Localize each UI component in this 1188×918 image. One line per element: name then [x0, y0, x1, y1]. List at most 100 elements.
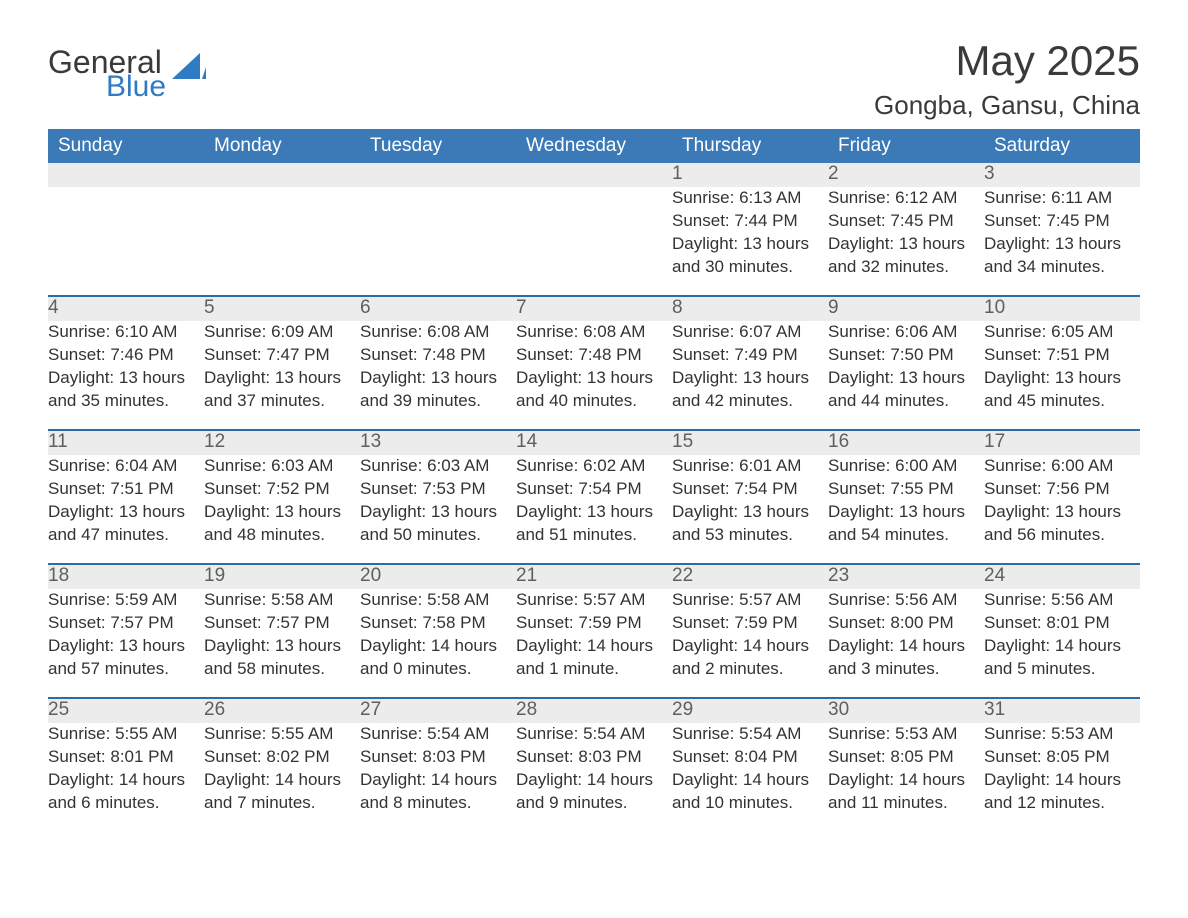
- sunrise-line: Sunrise: 5:56 AM: [984, 589, 1140, 612]
- sunset-line: Sunset: 8:00 PM: [828, 612, 984, 635]
- daylight-line: Daylight: 14 hours and 2 minutes.: [672, 635, 828, 681]
- daylight-line: Daylight: 14 hours and 5 minutes.: [984, 635, 1140, 681]
- day-content-cell: Sunrise: 6:08 AMSunset: 7:48 PMDaylight:…: [360, 321, 516, 430]
- day-content-cell: Sunrise: 6:03 AMSunset: 7:53 PMDaylight:…: [360, 455, 516, 564]
- day-number-cell: 19: [204, 564, 360, 589]
- sunset-line: Sunset: 7:54 PM: [672, 478, 828, 501]
- sunrise-line: Sunrise: 6:11 AM: [984, 187, 1140, 210]
- day-content-cell: Sunrise: 5:54 AMSunset: 8:04 PMDaylight:…: [672, 723, 828, 821]
- day-content-cell: Sunrise: 5:59 AMSunset: 7:57 PMDaylight:…: [48, 589, 204, 698]
- day-number-cell: 2: [828, 163, 984, 187]
- sunset-line: Sunset: 8:05 PM: [984, 746, 1140, 769]
- day-number-cell: 14: [516, 430, 672, 455]
- sunset-line: Sunset: 8:01 PM: [984, 612, 1140, 635]
- daylight-line: Daylight: 13 hours and 30 minutes.: [672, 233, 828, 279]
- sunset-line: Sunset: 7:51 PM: [984, 344, 1140, 367]
- day-content-cell: Sunrise: 6:09 AMSunset: 7:47 PMDaylight:…: [204, 321, 360, 430]
- sunset-line: Sunset: 7:49 PM: [672, 344, 828, 367]
- sunset-line: Sunset: 7:48 PM: [516, 344, 672, 367]
- day-number-cell: 7: [516, 296, 672, 321]
- sunrise-line: Sunrise: 6:08 AM: [516, 321, 672, 344]
- day-content-cell: Sunrise: 6:03 AMSunset: 7:52 PMDaylight:…: [204, 455, 360, 564]
- daylight-line: Daylight: 13 hours and 40 minutes.: [516, 367, 672, 413]
- day-content-cell: Sunrise: 5:55 AMSunset: 8:02 PMDaylight:…: [204, 723, 360, 821]
- sunset-line: Sunset: 7:56 PM: [984, 478, 1140, 501]
- sunset-line: Sunset: 7:55 PM: [828, 478, 984, 501]
- brand-word-2: Blue: [106, 72, 166, 102]
- sunrise-line: Sunrise: 5:55 AM: [204, 723, 360, 746]
- day-content-cell: [360, 187, 516, 296]
- sunset-line: Sunset: 7:50 PM: [828, 344, 984, 367]
- day-number-cell: 11: [48, 430, 204, 455]
- day-content-row: Sunrise: 5:55 AMSunset: 8:01 PMDaylight:…: [48, 723, 1140, 821]
- day-number-cell: 10: [984, 296, 1140, 321]
- day-content-row: Sunrise: 6:04 AMSunset: 7:51 PMDaylight:…: [48, 455, 1140, 564]
- day-content-cell: Sunrise: 6:08 AMSunset: 7:48 PMDaylight:…: [516, 321, 672, 430]
- daylight-line: Daylight: 14 hours and 11 minutes.: [828, 769, 984, 815]
- daylight-line: Daylight: 13 hours and 42 minutes.: [672, 367, 828, 413]
- day-number-cell: 28: [516, 698, 672, 723]
- sunset-line: Sunset: 7:57 PM: [204, 612, 360, 635]
- sunrise-line: Sunrise: 6:02 AM: [516, 455, 672, 478]
- daylight-line: Daylight: 13 hours and 47 minutes.: [48, 501, 204, 547]
- sunrise-line: Sunrise: 5:57 AM: [516, 589, 672, 612]
- daylight-line: Daylight: 13 hours and 48 minutes.: [204, 501, 360, 547]
- daylight-line: Daylight: 14 hours and 3 minutes.: [828, 635, 984, 681]
- day-number-row: 25262728293031: [48, 698, 1140, 723]
- day-content-cell: Sunrise: 5:54 AMSunset: 8:03 PMDaylight:…: [516, 723, 672, 821]
- daylight-line: Daylight: 13 hours and 44 minutes.: [828, 367, 984, 413]
- sunrise-line: Sunrise: 6:08 AM: [360, 321, 516, 344]
- day-number-cell: 17: [984, 430, 1140, 455]
- daylight-line: Daylight: 13 hours and 32 minutes.: [828, 233, 984, 279]
- day-number-cell: 12: [204, 430, 360, 455]
- day-content-cell: Sunrise: 5:54 AMSunset: 8:03 PMDaylight:…: [360, 723, 516, 821]
- sunrise-line: Sunrise: 6:13 AM: [672, 187, 828, 210]
- daylight-line: Daylight: 14 hours and 1 minute.: [516, 635, 672, 681]
- day-number-cell: 3: [984, 163, 1140, 187]
- sunrise-line: Sunrise: 5:53 AM: [828, 723, 984, 746]
- day-number-cell: 24: [984, 564, 1140, 589]
- daylight-line: Daylight: 13 hours and 58 minutes.: [204, 635, 360, 681]
- weekday-header: Monday: [204, 129, 360, 163]
- calendar-page: General Blue May 2025 Gongba, Gansu, Chi…: [0, 0, 1188, 918]
- sunset-line: Sunset: 7:57 PM: [48, 612, 204, 635]
- title-block: May 2025 Gongba, Gansu, China: [874, 38, 1140, 121]
- day-content-cell: [48, 187, 204, 296]
- day-number-cell: 21: [516, 564, 672, 589]
- day-number-cell: 1: [672, 163, 828, 187]
- day-content-cell: Sunrise: 5:55 AMSunset: 8:01 PMDaylight:…: [48, 723, 204, 821]
- sunrise-line: Sunrise: 6:04 AM: [48, 455, 204, 478]
- day-number-cell: 25: [48, 698, 204, 723]
- sunset-line: Sunset: 7:59 PM: [516, 612, 672, 635]
- daylight-line: Daylight: 14 hours and 9 minutes.: [516, 769, 672, 815]
- day-content-cell: Sunrise: 5:53 AMSunset: 8:05 PMDaylight:…: [828, 723, 984, 821]
- day-number-cell: 31: [984, 698, 1140, 723]
- day-content-cell: Sunrise: 6:13 AMSunset: 7:44 PMDaylight:…: [672, 187, 828, 296]
- calendar-table: SundayMondayTuesdayWednesdayThursdayFrid…: [48, 129, 1140, 821]
- day-content-row: Sunrise: 6:10 AMSunset: 7:46 PMDaylight:…: [48, 321, 1140, 430]
- sunset-line: Sunset: 7:54 PM: [516, 478, 672, 501]
- daylight-line: Daylight: 14 hours and 8 minutes.: [360, 769, 516, 815]
- day-number-cell: 23: [828, 564, 984, 589]
- sunset-line: Sunset: 7:45 PM: [984, 210, 1140, 233]
- sunrise-line: Sunrise: 5:58 AM: [204, 589, 360, 612]
- weekday-header: Thursday: [672, 129, 828, 163]
- sunrise-line: Sunrise: 6:06 AM: [828, 321, 984, 344]
- daylight-line: Daylight: 14 hours and 6 minutes.: [48, 769, 204, 815]
- day-number-row: 123: [48, 163, 1140, 187]
- sail-icon: [172, 53, 206, 79]
- sunrise-line: Sunrise: 5:55 AM: [48, 723, 204, 746]
- day-number-cell: [360, 163, 516, 187]
- sunset-line: Sunset: 8:03 PM: [516, 746, 672, 769]
- daylight-line: Daylight: 13 hours and 54 minutes.: [828, 501, 984, 547]
- day-content-cell: Sunrise: 6:01 AMSunset: 7:54 PMDaylight:…: [672, 455, 828, 564]
- day-content-cell: Sunrise: 5:58 AMSunset: 7:57 PMDaylight:…: [204, 589, 360, 698]
- sunrise-line: Sunrise: 6:07 AM: [672, 321, 828, 344]
- daylight-line: Daylight: 13 hours and 50 minutes.: [360, 501, 516, 547]
- sunset-line: Sunset: 7:59 PM: [672, 612, 828, 635]
- day-number-cell: 29: [672, 698, 828, 723]
- weekday-header: Wednesday: [516, 129, 672, 163]
- sunrise-line: Sunrise: 6:03 AM: [360, 455, 516, 478]
- day-number-cell: 22: [672, 564, 828, 589]
- daylight-line: Daylight: 13 hours and 45 minutes.: [984, 367, 1140, 413]
